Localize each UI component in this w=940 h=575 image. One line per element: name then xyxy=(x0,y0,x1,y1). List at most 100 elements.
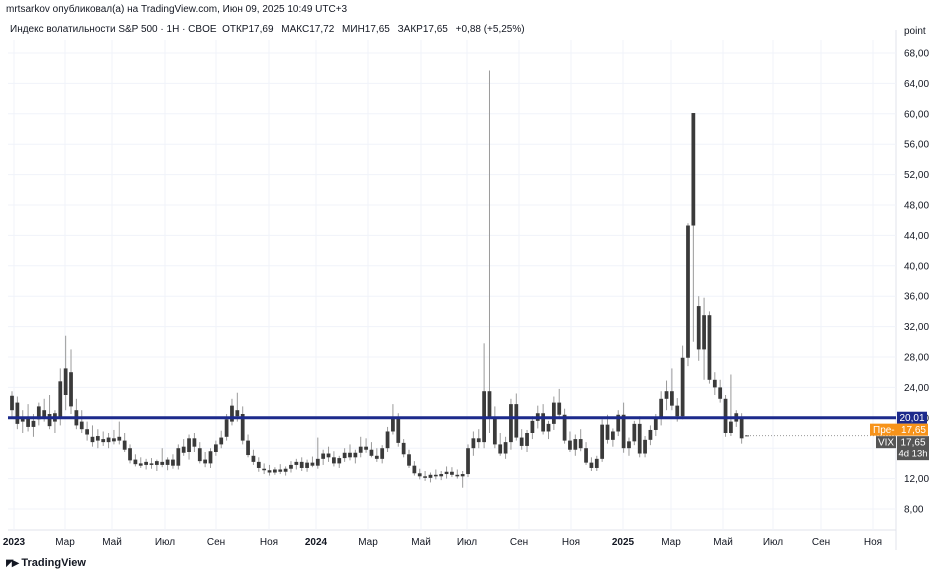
overlays xyxy=(8,416,896,437)
candle-body xyxy=(58,381,63,418)
price-tick-label: 64,00 xyxy=(904,79,929,90)
candle-body xyxy=(337,458,342,464)
candle-body xyxy=(112,438,116,442)
ohlc-legend: Индекс волатильности S&P 500 · 1Н · CBOE… xyxy=(10,24,525,35)
candle-body xyxy=(718,387,723,399)
candle-body xyxy=(664,391,669,399)
candle-body xyxy=(203,459,208,464)
price-tick-label: 52,00 xyxy=(904,170,929,181)
price-tick-label: 32,00 xyxy=(904,322,929,333)
candle-body xyxy=(653,417,658,430)
candle-body xyxy=(487,391,492,418)
candle-body xyxy=(128,448,132,461)
candle-body xyxy=(712,379,717,388)
time-tick-label: Сен xyxy=(812,537,830,548)
low-label: МИН xyxy=(342,24,365,35)
candle-body xyxy=(525,433,529,446)
candle-body xyxy=(176,448,181,466)
candle-body xyxy=(20,417,25,422)
candle-body xyxy=(181,446,186,453)
candle-body xyxy=(450,471,454,475)
candle-body xyxy=(391,418,395,432)
candle-body xyxy=(31,420,36,427)
time-tick-label: Июл xyxy=(763,537,783,548)
price-tick-label: 44,00 xyxy=(904,231,929,242)
candle-body xyxy=(444,471,449,475)
candle-body xyxy=(133,459,138,465)
symbol-label: VIX xyxy=(878,438,894,449)
pre-market-label: Пре- xyxy=(873,425,895,436)
candle-body xyxy=(90,436,95,443)
instrument-name: Индекс волатильности S&P 500 · 1Н · CBOE xyxy=(10,24,217,35)
candle-body xyxy=(213,444,218,452)
candle-body xyxy=(551,402,556,424)
time-tick-label: Мар xyxy=(661,537,681,548)
candle-body xyxy=(321,453,326,459)
candle-body xyxy=(530,420,535,433)
candle-body xyxy=(305,462,309,468)
candle-body xyxy=(546,423,551,432)
candle-body xyxy=(149,463,154,465)
candle-body xyxy=(256,461,261,468)
pre-market-value: 17,65 xyxy=(901,425,926,436)
candles xyxy=(10,70,749,488)
candle-body xyxy=(476,438,481,443)
candle-body xyxy=(240,414,245,441)
tradingview-logo-icon: ◤▶ xyxy=(6,557,19,569)
candle-body xyxy=(396,418,401,443)
candle-body xyxy=(63,368,68,395)
candle-body xyxy=(364,446,368,450)
candle-body xyxy=(171,459,175,466)
candle-body xyxy=(648,429,653,440)
candle-body xyxy=(385,431,390,449)
candle-body xyxy=(262,468,267,471)
grid xyxy=(8,30,897,550)
candle-body xyxy=(36,406,41,420)
candle-body xyxy=(144,461,149,465)
candle-body xyxy=(160,461,165,465)
time-tick-label: 2025 xyxy=(612,537,635,548)
time-tick-label: Мар xyxy=(55,537,75,548)
candle-body xyxy=(627,441,631,449)
price-tick-label: 12,00 xyxy=(904,474,929,485)
publisher-line: mrtsarkov опубликовал(а) на TradingView.… xyxy=(6,4,348,15)
candle-body xyxy=(251,455,256,462)
candle-body xyxy=(101,439,106,443)
candle-body xyxy=(471,438,476,449)
candle-body xyxy=(106,437,111,443)
candle-body xyxy=(138,463,143,466)
candle-body xyxy=(117,436,122,441)
close-label: ЗАКР xyxy=(397,24,423,35)
candle-body xyxy=(69,372,73,407)
candle-body xyxy=(407,454,411,466)
candle-body xyxy=(573,439,578,450)
candle-body xyxy=(503,442,508,454)
candle-body xyxy=(219,437,224,445)
price-tick-label: 68,00 xyxy=(904,49,929,60)
candle-body xyxy=(315,458,320,466)
candle-body xyxy=(492,417,497,445)
candle-body xyxy=(670,391,674,406)
price-scale[interactable]: point 68,00 64,00 60,00 56,00 52,00 48,00 44,00… xyxy=(870,26,929,516)
candle-body xyxy=(294,461,299,465)
candle-body xyxy=(680,357,685,417)
candle-body xyxy=(15,402,20,424)
price-unit-label: point xyxy=(904,26,926,37)
time-tick-label: 2023 xyxy=(3,537,26,548)
last-price-tag xyxy=(897,436,929,461)
candle-body xyxy=(729,421,733,433)
candle-body xyxy=(460,474,465,477)
time-tick-label: Июл xyxy=(155,537,175,548)
time-tick-label: Сен xyxy=(510,537,528,548)
candle-body xyxy=(584,448,588,463)
low-value: 17,65 xyxy=(364,24,390,35)
candle-body xyxy=(557,402,562,415)
candle-body xyxy=(230,405,234,422)
time-scale[interactable]: 2023 Мар Май Июл Сен Ноя 2024 Мар Май Июл Сен Ноя 20… xyxy=(3,537,882,548)
tradingview-logo-text: TradingView xyxy=(21,557,86,569)
price-tick-label: 40,00 xyxy=(904,261,929,272)
candle-body xyxy=(42,410,47,418)
candle-body xyxy=(696,306,701,350)
price-tick-label: 8,00 xyxy=(904,505,924,516)
